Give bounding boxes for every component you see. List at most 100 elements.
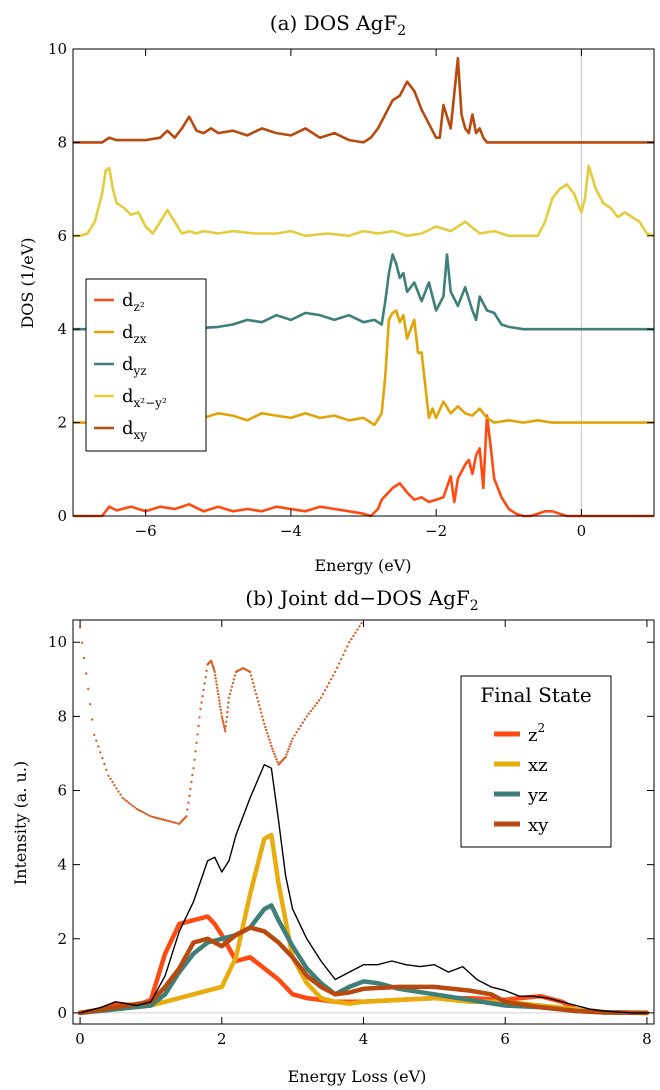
- panel-b-experimental-point: [193, 758, 196, 761]
- panel-b-experimental-point: [101, 757, 104, 760]
- panel-b-ytick-label-1: 2: [57, 930, 67, 948]
- panel-b-title-main: (b) Joint dd−DOS AgF: [245, 586, 470, 610]
- panel-b-experimental-point: [157, 817, 161, 820]
- panel-b-experimental-point: [285, 753, 288, 756]
- panel-b-experimental-point: [91, 718, 94, 721]
- panel-b-experimental-point: [151, 815, 155, 819]
- panel-a-series-line-3: [73, 164, 655, 238]
- panel-a-ytick-label-0: 0: [57, 507, 67, 525]
- panel-b-experimental-point: [260, 711, 263, 714]
- panel-b-experimental-point: [258, 704, 261, 707]
- panel-b-experimental-point: [199, 707, 202, 711]
- panel-b-experimental-point: [174, 821, 177, 824]
- panel-b-experimental-point: [295, 731, 298, 734]
- panel-b-experimental-point: [97, 745, 100, 748]
- panel-b-experimental-point: [218, 699, 221, 702]
- panel-b-legend-title: Final State: [480, 683, 591, 707]
- panel-b-experimental-point: [117, 790, 120, 793]
- panel-b-experimental-point: [331, 674, 335, 677]
- panel-b-experimental-point: [165, 819, 169, 822]
- panel-a-legend-label-1: dzx: [122, 322, 147, 346]
- panel-b-experimental-point: [217, 692, 220, 696]
- panel-b-ytick-label-0: 0: [57, 1004, 67, 1022]
- panel-b-experimental-point: [172, 821, 175, 824]
- panel-b-experimental-point: [149, 815, 153, 818]
- panel-b-experimental-point: [220, 715, 223, 718]
- panel-b-experimental-point: [269, 741, 272, 744]
- panel-b-experimental-point: [222, 723, 225, 726]
- panel-a-ytick-label-5: 10: [48, 40, 67, 58]
- panel-a-title-sub: 2: [397, 23, 406, 39]
- panel-a-legend-label-2: dyz: [122, 354, 147, 378]
- panel-b-experimental-point: [161, 818, 165, 821]
- panel-b-experimental-point: [255, 692, 258, 696]
- panel-b-experimental-point: [297, 727, 300, 731]
- panel-b-experimental-point: [220, 712, 223, 715]
- panel-b-experimental-point: [170, 820, 173, 823]
- panel-b-experimental-point: [299, 724, 302, 728]
- panel-b-title: (b) Joint dd−DOS AgF2: [245, 586, 478, 614]
- panel-b-experimental-point: [168, 820, 171, 823]
- panel-b-experimental-point: [358, 625, 361, 628]
- panel-a-legend: dz² dzx dyz dx²−y² dxy: [85, 278, 207, 452]
- panel-a-ytick-label-1: 2: [57, 414, 67, 432]
- panel-b-experimental-point: [186, 808, 189, 811]
- panel-b-experimental-point: [262, 718, 265, 722]
- panel-b-experimental-point: [321, 692, 325, 696]
- panel-a-series-line-0: [73, 414, 654, 518]
- panel-b-experimental-point: [200, 701, 203, 704]
- panel-b-experimental-point: [224, 730, 227, 733]
- panel-b-experimental-point: [143, 812, 147, 815]
- panel-b-experimental-point: [135, 807, 138, 811]
- panel-b-experimental-point: [263, 722, 266, 725]
- panel-b-series-line-0: [77, 914, 650, 1016]
- panel-a-frame: [72, 48, 655, 517]
- panel-b-experimental-point: [226, 706, 230, 709]
- panel-b-experimental-point: [216, 689, 219, 693]
- panel-b-experimental-point: [272, 750, 275, 753]
- panel-b-ytick-label-4: 8: [57, 707, 67, 725]
- panel-b-experimental-point: [230, 685, 234, 688]
- panel-b-experimental-point: [196, 733, 199, 736]
- panel-b-experimental-point: [131, 804, 134, 808]
- panel-b-experimental-point: [325, 685, 329, 688]
- panel-b-experimental-point: [342, 653, 345, 657]
- panel-b-experimental-point: [340, 658, 343, 661]
- panel-a-ytick-label-3: 6: [57, 227, 67, 245]
- panel-b-experimental-point: [214, 673, 217, 677]
- panel-b-experimental-point: [93, 733, 96, 737]
- panel-b-experimental-point: [293, 734, 296, 737]
- panel-b-experimental-point: [249, 674, 253, 677]
- panel-b-xtick-label-3: 6: [500, 1030, 510, 1048]
- panel-b-experimental-point: [289, 742, 292, 746]
- panel-a-series-line-4: [73, 56, 654, 144]
- panel-b-experimental-point: [223, 727, 226, 731]
- panel-b-experimental-point: [137, 808, 140, 812]
- panel-b-legend: Final State z2 xz yz xy: [460, 675, 612, 848]
- panel-a-xtick-label-3: 0: [577, 522, 587, 540]
- panel-b-experimental-point: [217, 696, 220, 699]
- panel-b-experimental-point: [327, 681, 331, 685]
- panel-b-ylabel: Intensity (a. u.): [11, 761, 30, 885]
- panel-a-title: (a) DOS AgF2: [270, 11, 406, 39]
- panel-b-experimental-point: [82, 656, 86, 660]
- panel-b-experimental-point: [286, 750, 289, 753]
- panel-b-experimental-point: [147, 814, 151, 817]
- panel-b-experimental-point: [352, 634, 355, 638]
- panel-b-experimental-point: [274, 755, 277, 758]
- panel-b-experimental-point: [253, 685, 256, 688]
- panel-b-experimental-point: [301, 721, 304, 724]
- panel-b-experimental-point: [248, 670, 252, 674]
- panel-b-experimental-point: [261, 715, 264, 718]
- panel-b-experimental-point: [145, 813, 149, 816]
- panel-b-ytick-label-3: 6: [57, 781, 67, 799]
- panel-a-xtick-label-1: −4: [280, 522, 302, 540]
- panel-b-experimental-point: [78, 626, 82, 629]
- panel-b-experimental-point: [222, 721, 225, 724]
- panel-b-experimental-point: [204, 676, 207, 679]
- panel-b-experimental-point: [313, 704, 317, 707]
- panel-a-ylabel: DOS (1/eV): [18, 237, 37, 328]
- panel-b-experimental-point: [99, 751, 102, 754]
- panel-b-experimental-point: [189, 787, 192, 791]
- panel-b-experimental-point: [141, 811, 144, 814]
